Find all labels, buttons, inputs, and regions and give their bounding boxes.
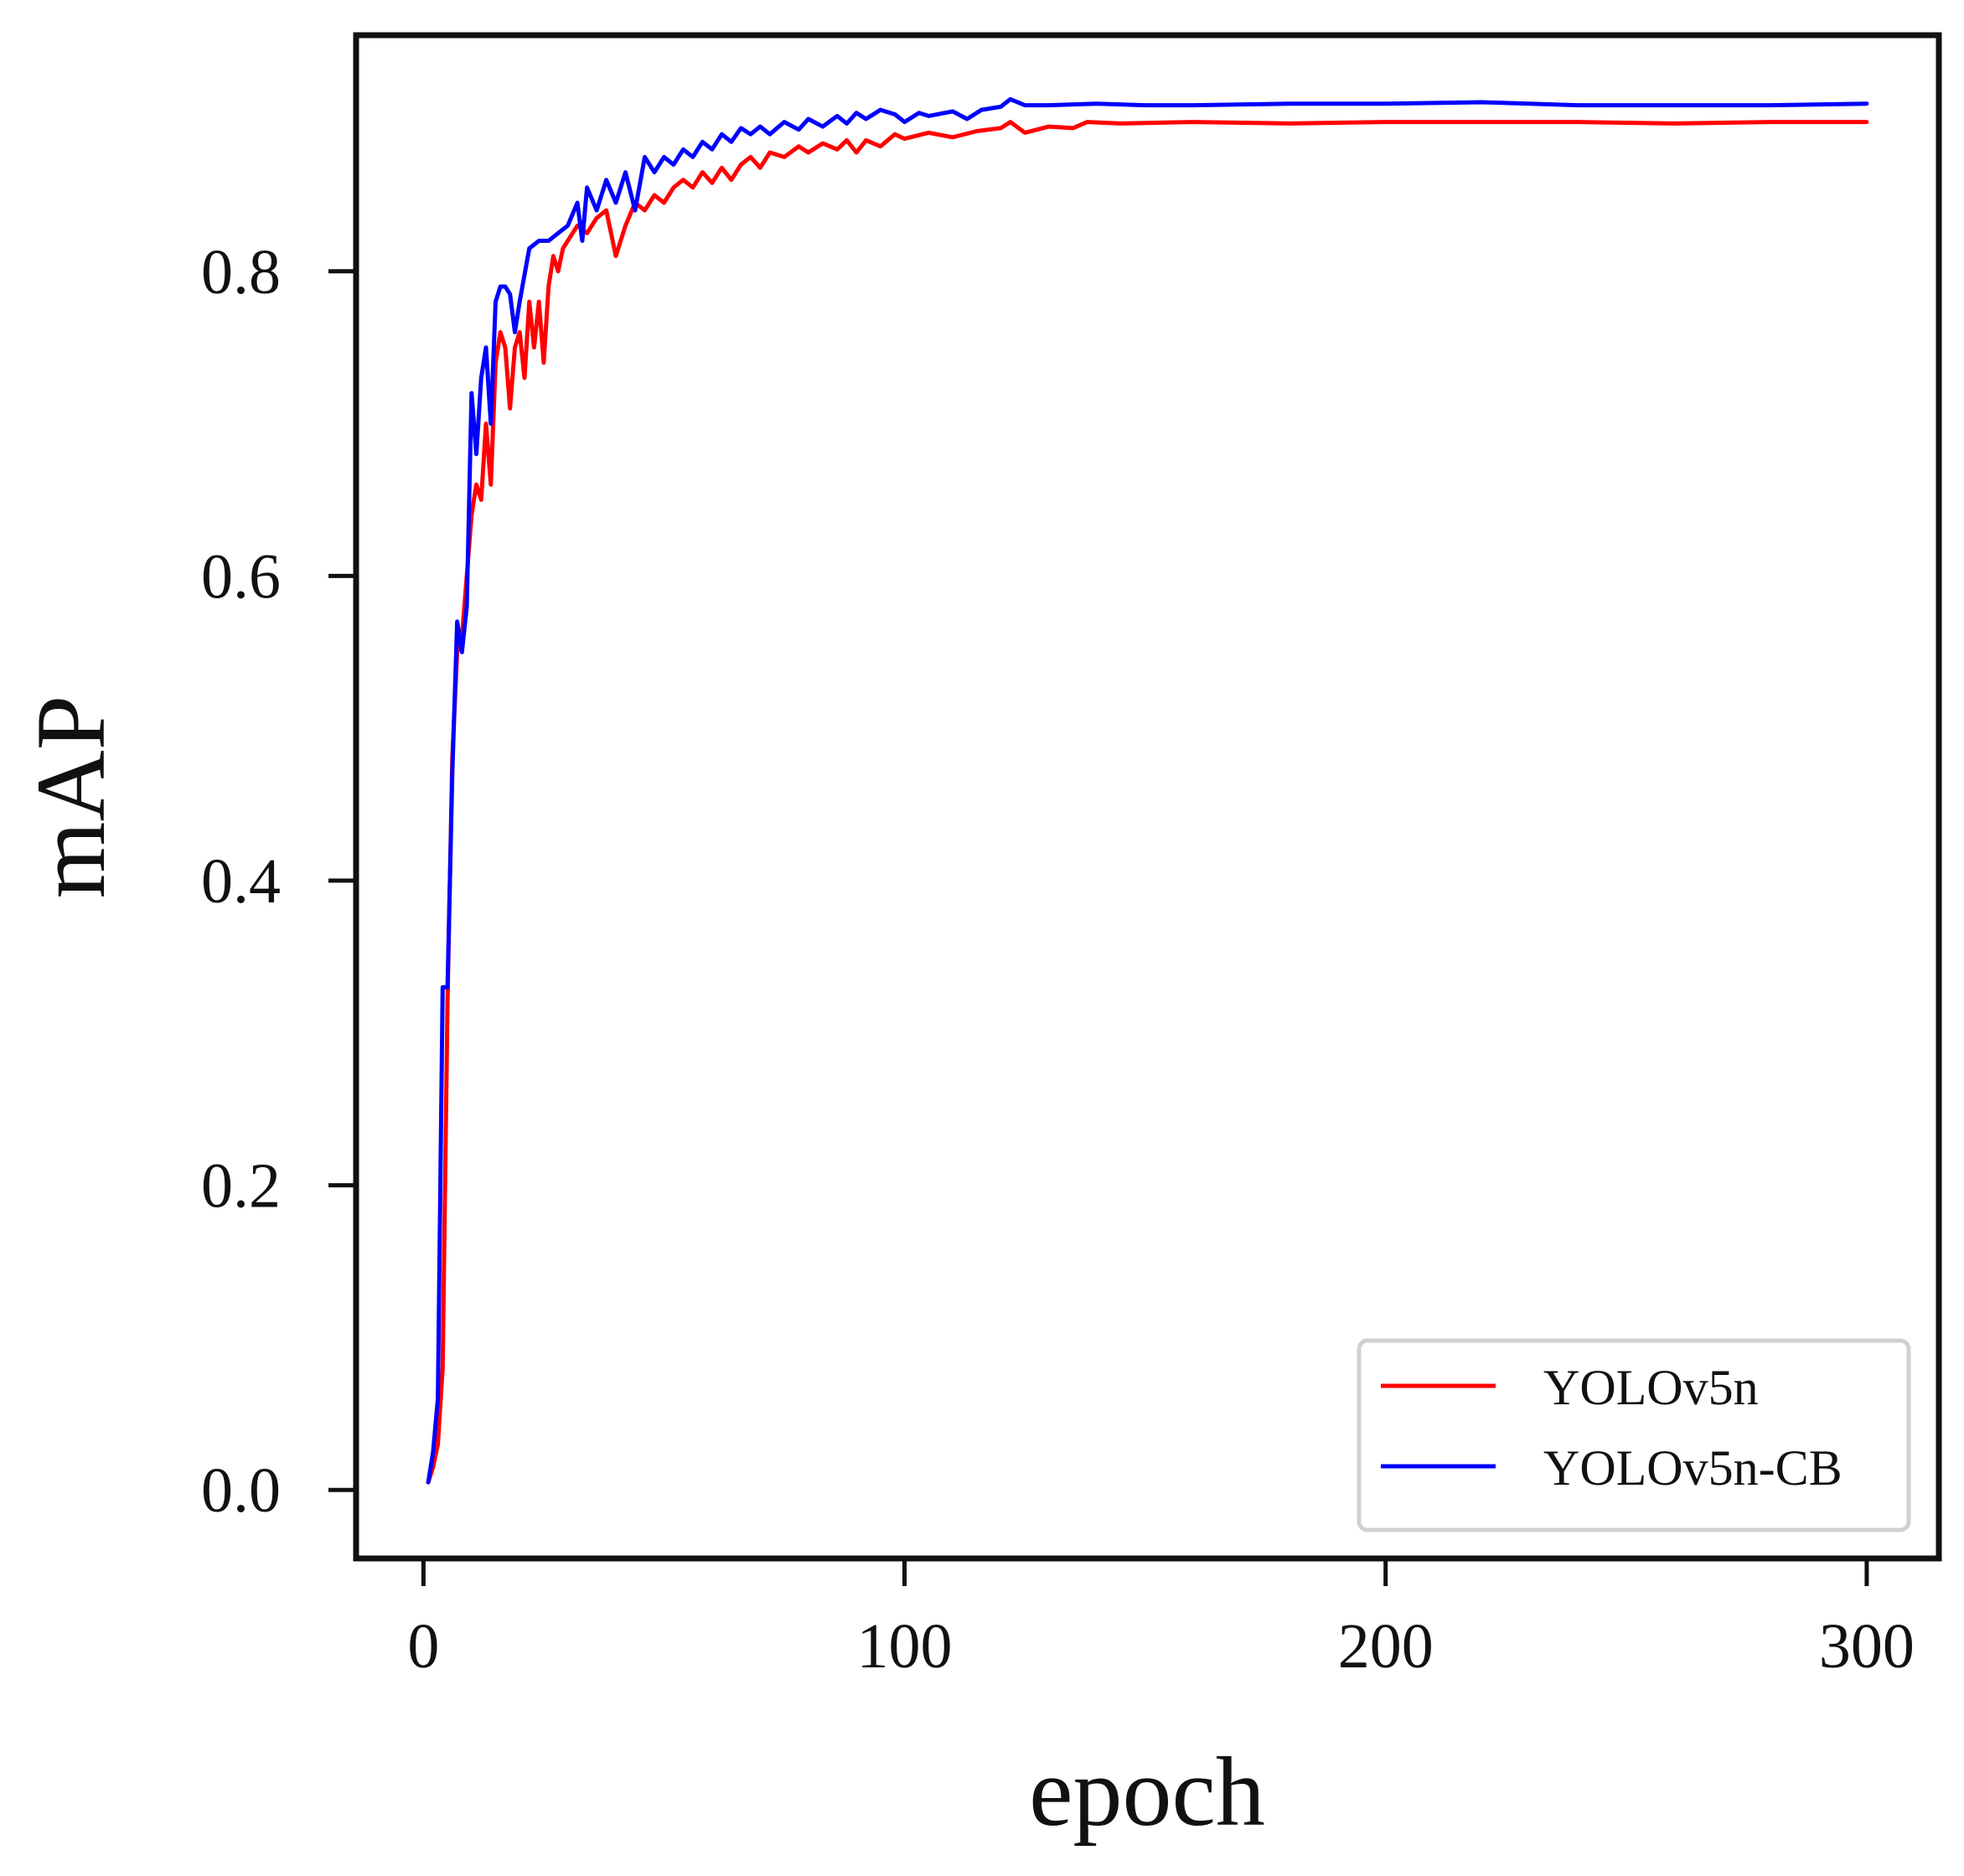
y-axis-ticks: 0.0 0.2 0.4 0.6 0.8 (201, 237, 356, 1526)
y-tick-label: 0.6 (201, 541, 281, 612)
x-tick-label: 0 (407, 1611, 439, 1682)
x-tick-label: 100 (857, 1611, 953, 1682)
y-tick-label: 0.4 (201, 846, 281, 917)
plot-frame (353, 32, 1942, 1562)
series-line-yolov5n-cb (426, 96, 1869, 1485)
plot-area (353, 32, 1942, 1562)
series-layer (426, 96, 1869, 1485)
x-axis-title: epoch (1029, 1737, 1265, 1847)
y-axis-title: mAP (16, 695, 126, 899)
x-tick-label: 300 (1819, 1611, 1915, 1682)
legend: YOLOv5n YOLOv5n-CB (1357, 1338, 1911, 1532)
legend-label-yolov5n: YOLOv5n (1543, 1360, 1759, 1415)
x-axis-ticks: 0 100 200 300 (407, 1558, 1915, 1682)
y-tick-label: 0.2 (201, 1151, 281, 1222)
legend-box (1357, 1338, 1911, 1532)
x-tick-label: 200 (1338, 1611, 1434, 1682)
legend-label-yolov5n-cb: YOLOv5n-CB (1543, 1440, 1843, 1496)
series-line-yolov5n (426, 120, 1869, 1485)
y-tick-label: 0.8 (201, 237, 281, 307)
y-tick-label: 0.0 (201, 1455, 281, 1526)
